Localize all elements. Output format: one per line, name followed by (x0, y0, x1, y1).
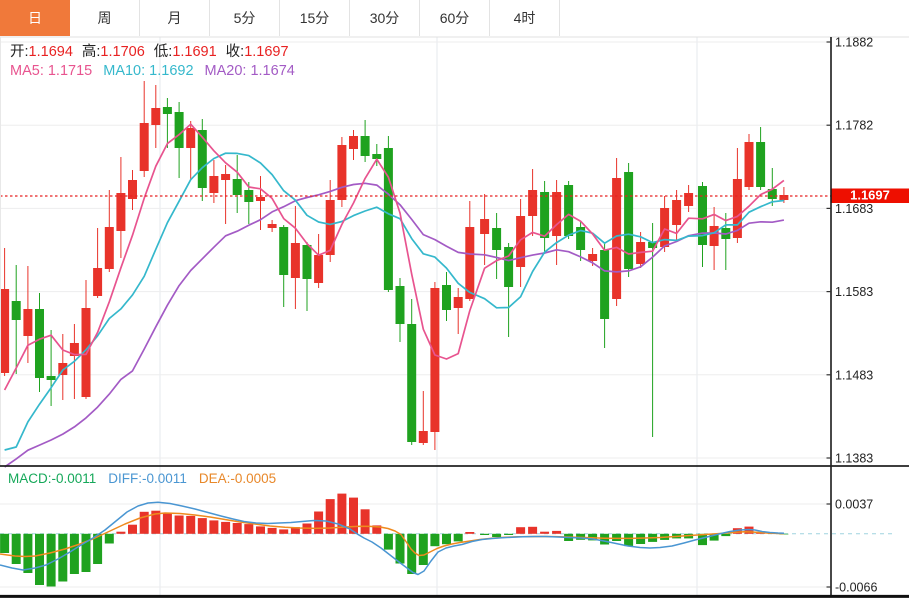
svg-text:1.1697: 1.1697 (850, 188, 890, 203)
svg-text:-0.0066: -0.0066 (835, 581, 877, 595)
svg-text:0.0037: 0.0037 (835, 498, 873, 512)
svg-text:1.1683: 1.1683 (835, 202, 873, 216)
svg-text:1.1483: 1.1483 (835, 368, 873, 382)
svg-text:1.1882: 1.1882 (835, 36, 873, 50)
svg-text:1.1782: 1.1782 (835, 119, 873, 133)
svg-text:1.1583: 1.1583 (835, 285, 873, 299)
svg-text:1.1383: 1.1383 (835, 452, 873, 466)
